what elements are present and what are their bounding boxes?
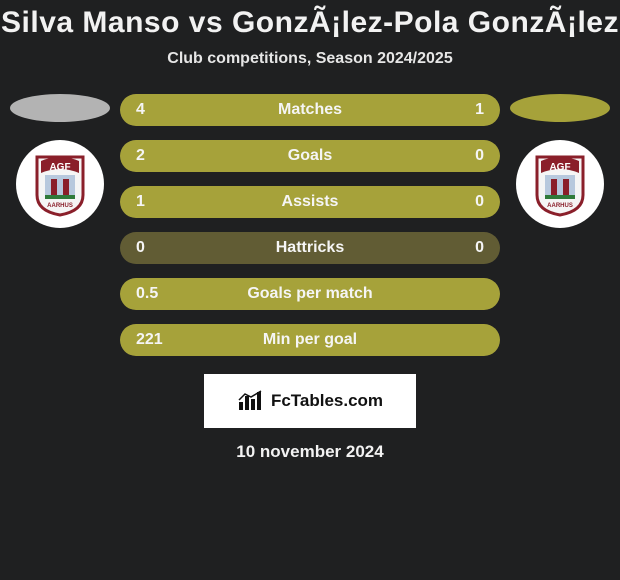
- stats-bar-group: 4 1 Matches 2 0 Goals 1 0 Assists 0 0 Hattricks 0.5 G…: [120, 94, 500, 356]
- svg-text:AARHUS: AARHUS: [547, 203, 573, 209]
- comparison-area: AGF AARHUS AGF AARHUS 4 1 Matches 2 0 Goals 1 0…: [0, 94, 620, 356]
- player-left-silhouette: [10, 94, 110, 122]
- stat-value-right: 1: [475, 101, 484, 119]
- stat-value-left: 1: [136, 193, 145, 211]
- stat-value-left: 221: [136, 331, 163, 349]
- player-left-column: AGF AARHUS: [10, 94, 110, 228]
- svg-text:AGF: AGF: [549, 162, 570, 173]
- player-right-silhouette: [510, 94, 610, 122]
- stat-value-right: 0: [475, 147, 484, 165]
- stat-label: Goals per match: [247, 285, 372, 303]
- player-left-club-crest: AGF AARHUS: [16, 140, 104, 228]
- stat-fill-right: [424, 94, 500, 126]
- stat-value-left: 4: [136, 101, 145, 119]
- stat-row: 4 1 Matches: [120, 94, 500, 126]
- stat-row: 0.5 Goals per match: [120, 278, 500, 310]
- snapshot-date: 10 november 2024: [0, 442, 620, 462]
- stat-row: 221 Min per goal: [120, 324, 500, 356]
- svg-text:AGF: AGF: [49, 162, 70, 173]
- player-right-club-crest: AGF AARHUS: [516, 140, 604, 228]
- agf-crest-icon: AGF AARHUS: [27, 151, 93, 217]
- stat-row: 1 0 Assists: [120, 186, 500, 218]
- stat-value-left: 0.5: [136, 285, 158, 303]
- stat-value-right: 0: [475, 193, 484, 211]
- stat-value-left: 2: [136, 147, 145, 165]
- stat-row: 0 0 Hattricks: [120, 232, 500, 264]
- stat-value-left: 0: [136, 239, 145, 257]
- stat-label: Hattricks: [276, 239, 344, 257]
- brand-name: FcTables.com: [271, 391, 383, 411]
- stat-label: Assists: [282, 193, 339, 211]
- stat-label: Goals: [288, 147, 332, 165]
- page-subtitle: Club competitions, Season 2024/2025: [0, 50, 620, 68]
- player-right-column: AGF AARHUS: [510, 94, 610, 228]
- agf-crest-icon: AGF AARHUS: [527, 151, 593, 217]
- page-title: Silva Manso vs GonzÃ¡lez-Pola GonzÃ¡lez: [0, 0, 620, 40]
- stat-label: Matches: [278, 101, 342, 119]
- brand-footer-box: FcTables.com: [204, 374, 416, 428]
- bar-chart-icon: [237, 390, 265, 412]
- stat-fill-left: [120, 94, 424, 126]
- svg-text:AARHUS: AARHUS: [47, 203, 73, 209]
- stat-label: Min per goal: [263, 331, 357, 349]
- stat-value-right: 0: [475, 239, 484, 257]
- stat-row: 2 0 Goals: [120, 140, 500, 172]
